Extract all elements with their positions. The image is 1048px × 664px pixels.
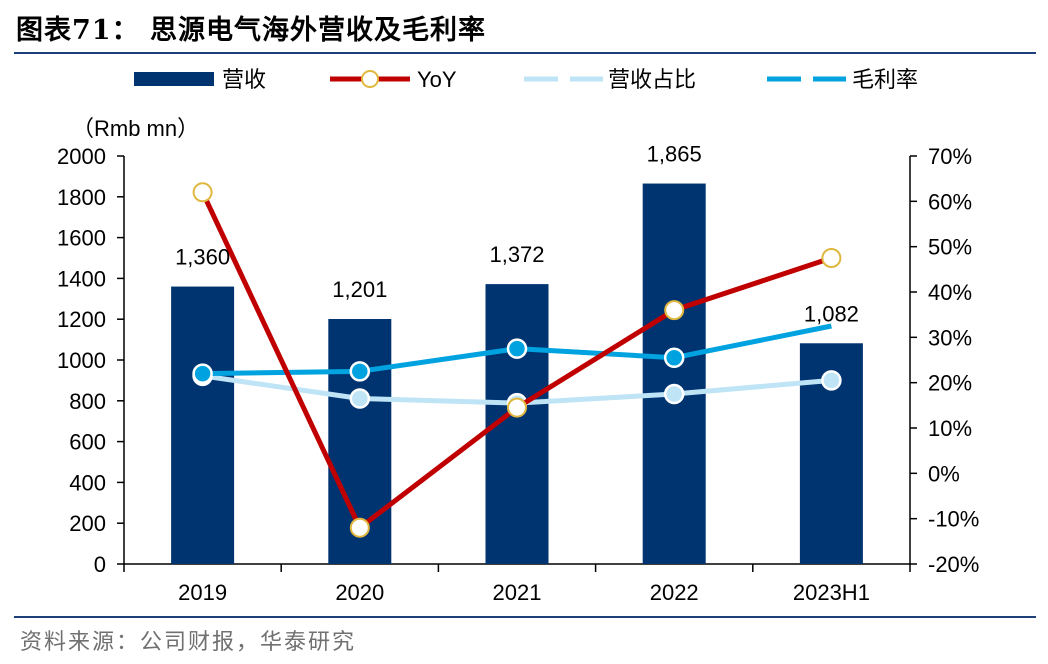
y-tick-label-left: 600 — [69, 430, 106, 455]
x-tick-label: 2021 — [493, 580, 542, 605]
legend-label: YoY — [417, 67, 457, 92]
legend: 营收 YoY 营收占比 毛利率 — [134, 67, 918, 92]
y-tick-label-right: 70% — [928, 144, 972, 169]
legend-label: 营收占比 — [608, 67, 696, 92]
bar-value-label: 1,865 — [647, 142, 702, 167]
y-tick-label-right: 10% — [928, 416, 972, 441]
data-point — [192, 363, 213, 384]
y-tick-label-right: -10% — [928, 507, 979, 532]
y-axis-label: （Rmb mn） — [72, 116, 199, 141]
data-point — [663, 347, 685, 368]
x-tick-label: 2020 — [335, 580, 384, 605]
y-tick-label-left: 1200 — [57, 307, 106, 332]
bar-series — [171, 183, 863, 565]
legend-label: 毛利率 — [852, 67, 918, 92]
y-tick-label-right: -20% — [928, 552, 979, 577]
source-note: 资料来源：公司财报，华泰研究 — [20, 630, 357, 655]
y-tick-label-left: 1600 — [57, 226, 106, 251]
y-tick-label-right: 60% — [928, 189, 972, 214]
y-tick-label-right: 30% — [928, 325, 972, 350]
data-point — [507, 397, 527, 418]
data-point — [349, 517, 370, 538]
y-tick-label-left: 400 — [69, 470, 106, 495]
bar — [171, 286, 235, 564]
data-point — [821, 370, 842, 391]
y-tick-label-left: 0 — [94, 552, 106, 577]
data-point — [192, 182, 213, 203]
x-tick-label: 2022 — [650, 580, 699, 605]
series-毛利率 — [192, 323, 832, 384]
data-point — [349, 361, 371, 382]
legend-swatch-bar — [134, 72, 214, 86]
x-tick-label: 2019 — [178, 580, 227, 605]
data-point — [663, 383, 685, 405]
y-tick-label-left: 200 — [69, 511, 106, 536]
data-point — [664, 300, 685, 321]
y-tick-label-left: 1800 — [57, 185, 106, 210]
axes: 0 200 400 600 800 1000 1200 1400 1600 1800 2000 -20… — [57, 144, 979, 605]
page-title: 图表71： 思源电气海外营收及毛利率 — [16, 15, 486, 46]
y-tick-label-left: 2000 — [57, 144, 106, 169]
line-series — [192, 182, 842, 538]
data-point — [821, 248, 842, 268]
y-tick-label-left: 1400 — [57, 266, 106, 291]
bar-value-label: 1,201 — [332, 277, 387, 302]
bar-value-label: 1,372 — [489, 242, 544, 267]
bar — [642, 183, 706, 565]
y-tick-label-right: 40% — [928, 280, 972, 305]
data-point — [506, 338, 528, 359]
bar-value-label: 1,082 — [804, 301, 859, 326]
x-tick-label: 2023H1 — [793, 580, 870, 605]
y-tick-label-left: 800 — [69, 389, 106, 414]
y-tick-label-right: 50% — [928, 235, 972, 260]
series-YoY — [192, 182, 842, 538]
y-tick-label-right: 20% — [928, 371, 972, 396]
title-rule — [14, 52, 1036, 54]
data-labels: 1,360 1,201 1,372 1,865 1,082 — [175, 142, 859, 327]
legend-label: 营收 — [222, 67, 266, 92]
y-tick-label-right: 0% — [928, 461, 960, 486]
source-rule — [14, 616, 1036, 618]
bar-value-label: 1,360 — [175, 245, 230, 270]
legend-swatch-marker — [361, 70, 379, 88]
data-point — [349, 388, 371, 409]
y-tick-label-left: 1000 — [57, 348, 106, 373]
